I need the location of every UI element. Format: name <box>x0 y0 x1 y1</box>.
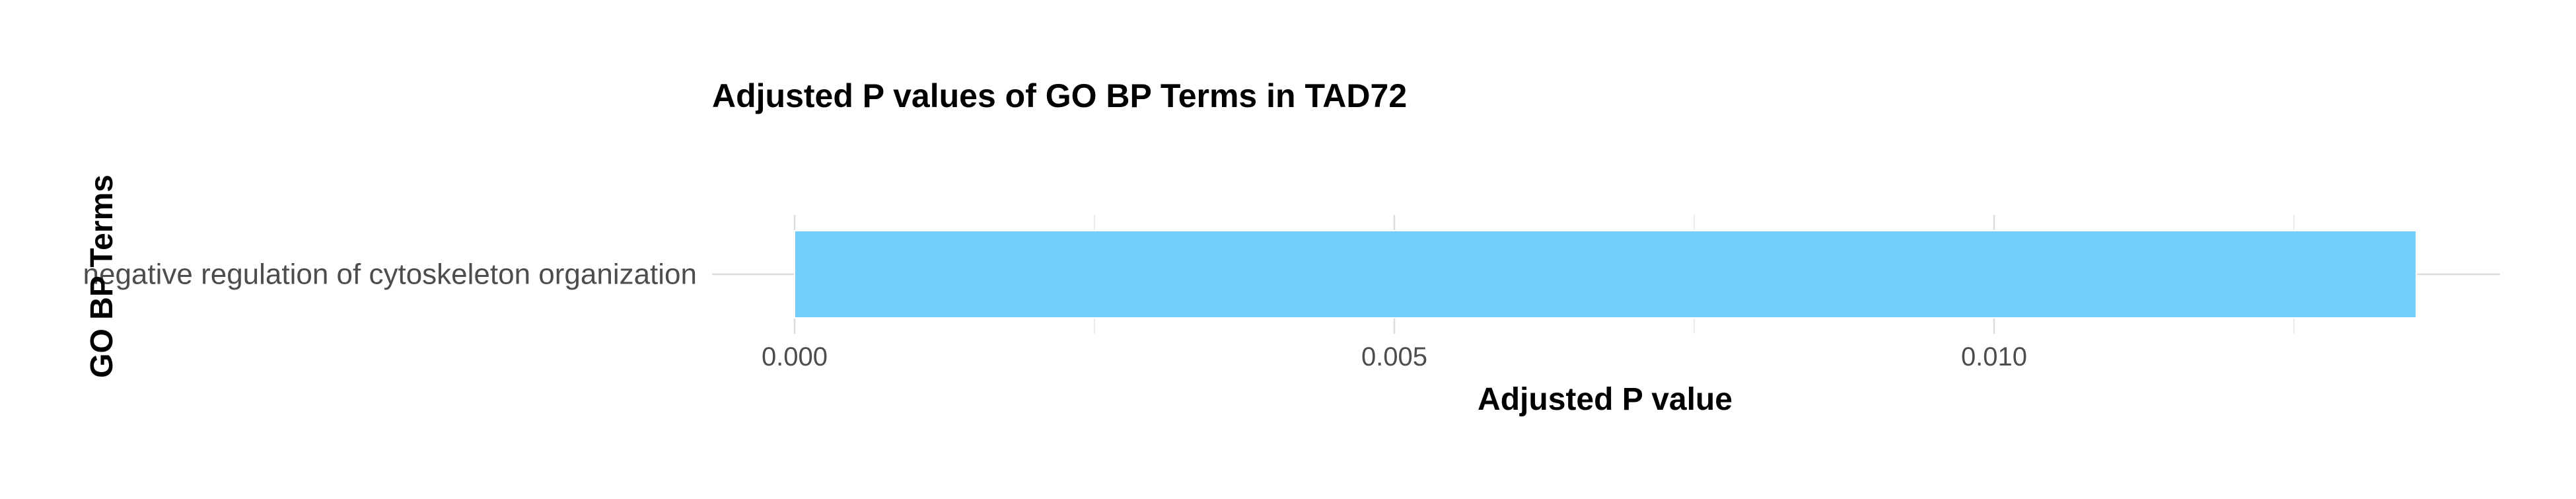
x-tick-label: 0.005 <box>1361 342 1427 371</box>
x-tick-label: 0.000 <box>762 342 828 371</box>
bar <box>794 230 2417 319</box>
y-category-labels: negative regulation of cytoskeleton orga… <box>83 258 698 291</box>
y-axis-title: GO BP Terms <box>85 174 120 378</box>
x-tick-labels: 0.000 0.005 0.010 <box>762 342 2027 371</box>
bar-layer <box>794 230 2417 319</box>
x-tick-label: 0.010 <box>1961 342 2027 371</box>
chart-title: Adjusted P values of GO BP Terms in TAD7… <box>712 77 1407 114</box>
x-axis-title: Adjusted P value <box>1478 382 1733 417</box>
category-label: negative regulation of cytoskeleton orga… <box>83 258 698 291</box>
